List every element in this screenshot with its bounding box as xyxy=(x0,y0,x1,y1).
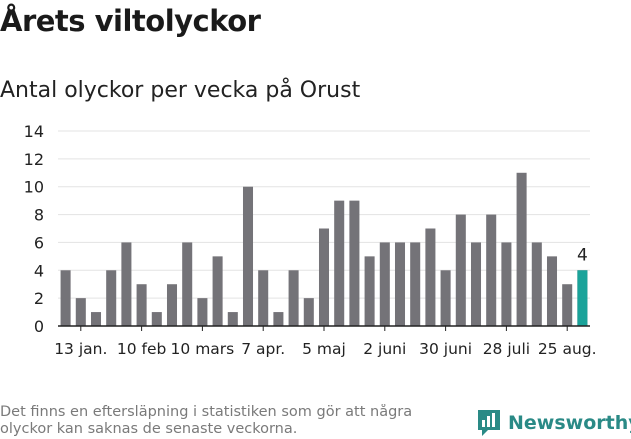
bar xyxy=(242,186,254,326)
bar xyxy=(303,298,314,326)
bar xyxy=(212,256,223,326)
bar xyxy=(106,270,117,326)
y-tick-label: 2 xyxy=(34,289,44,308)
bar xyxy=(60,270,71,326)
chart-subtitle: Antal olyckor per vecka på Orust xyxy=(0,78,361,103)
bar-highlight xyxy=(577,270,588,326)
x-tick-label: 28 juli xyxy=(483,340,530,358)
bar xyxy=(516,172,527,326)
x-tick-label: 13 jan. xyxy=(54,340,107,358)
logo-text: Newsworthy xyxy=(508,412,631,434)
x-tick-label: 10 feb xyxy=(117,340,166,358)
bar-chart: 0 2 4 6 8 10 12 14 4 13 jan. 10 feb 10 mars 7 apr. 5 … xyxy=(24,122,597,358)
bar xyxy=(90,312,102,326)
x-tick-label: 10 mars xyxy=(171,340,235,358)
x-tick-label: 2 juni xyxy=(363,340,406,358)
bar xyxy=(379,242,390,326)
x-tick-label: 5 maj xyxy=(302,340,346,358)
bar xyxy=(455,214,466,326)
y-tick-label: 12 xyxy=(24,150,44,169)
x-tick-label: 7 apr. xyxy=(241,340,285,358)
bar xyxy=(470,242,482,326)
bar xyxy=(394,242,406,326)
bar xyxy=(318,228,330,326)
y-tick-label: 4 xyxy=(34,261,44,280)
bar xyxy=(258,270,269,326)
bar xyxy=(349,200,360,326)
bar xyxy=(75,298,86,326)
x-tick-label: 25 aug. xyxy=(538,340,597,358)
footnote: Det finns en eftersläpning i statistiken… xyxy=(0,404,413,437)
bar xyxy=(273,312,284,326)
bar xyxy=(562,284,573,326)
bar xyxy=(151,312,162,326)
y-tick-label: 14 xyxy=(24,122,44,141)
bar xyxy=(546,256,558,326)
bar xyxy=(334,200,345,326)
bar xyxy=(227,312,238,326)
bar xyxy=(136,284,147,326)
bar xyxy=(197,298,208,326)
bar xyxy=(182,242,193,326)
newsworthy-logo[interactable]: Newsworthy xyxy=(476,408,631,438)
bar xyxy=(288,270,299,326)
x-tick-label: 30 juni xyxy=(419,340,472,358)
bar xyxy=(531,242,542,326)
bar xyxy=(364,256,375,326)
chart-title: Årets viltolyckor xyxy=(0,4,261,38)
bar xyxy=(121,242,132,326)
bar xyxy=(486,214,497,326)
bar xyxy=(425,228,436,326)
bar xyxy=(166,284,178,326)
data-label: 4 xyxy=(577,245,588,265)
bar xyxy=(501,242,512,326)
y-tick-label: 8 xyxy=(34,206,44,225)
bar xyxy=(440,270,451,326)
newsworthy-logo-icon xyxy=(478,410,500,436)
y-tick-label: 10 xyxy=(24,178,44,197)
bar xyxy=(410,242,421,326)
y-tick-label: 6 xyxy=(34,233,44,252)
y-tick-label: 0 xyxy=(34,317,44,336)
